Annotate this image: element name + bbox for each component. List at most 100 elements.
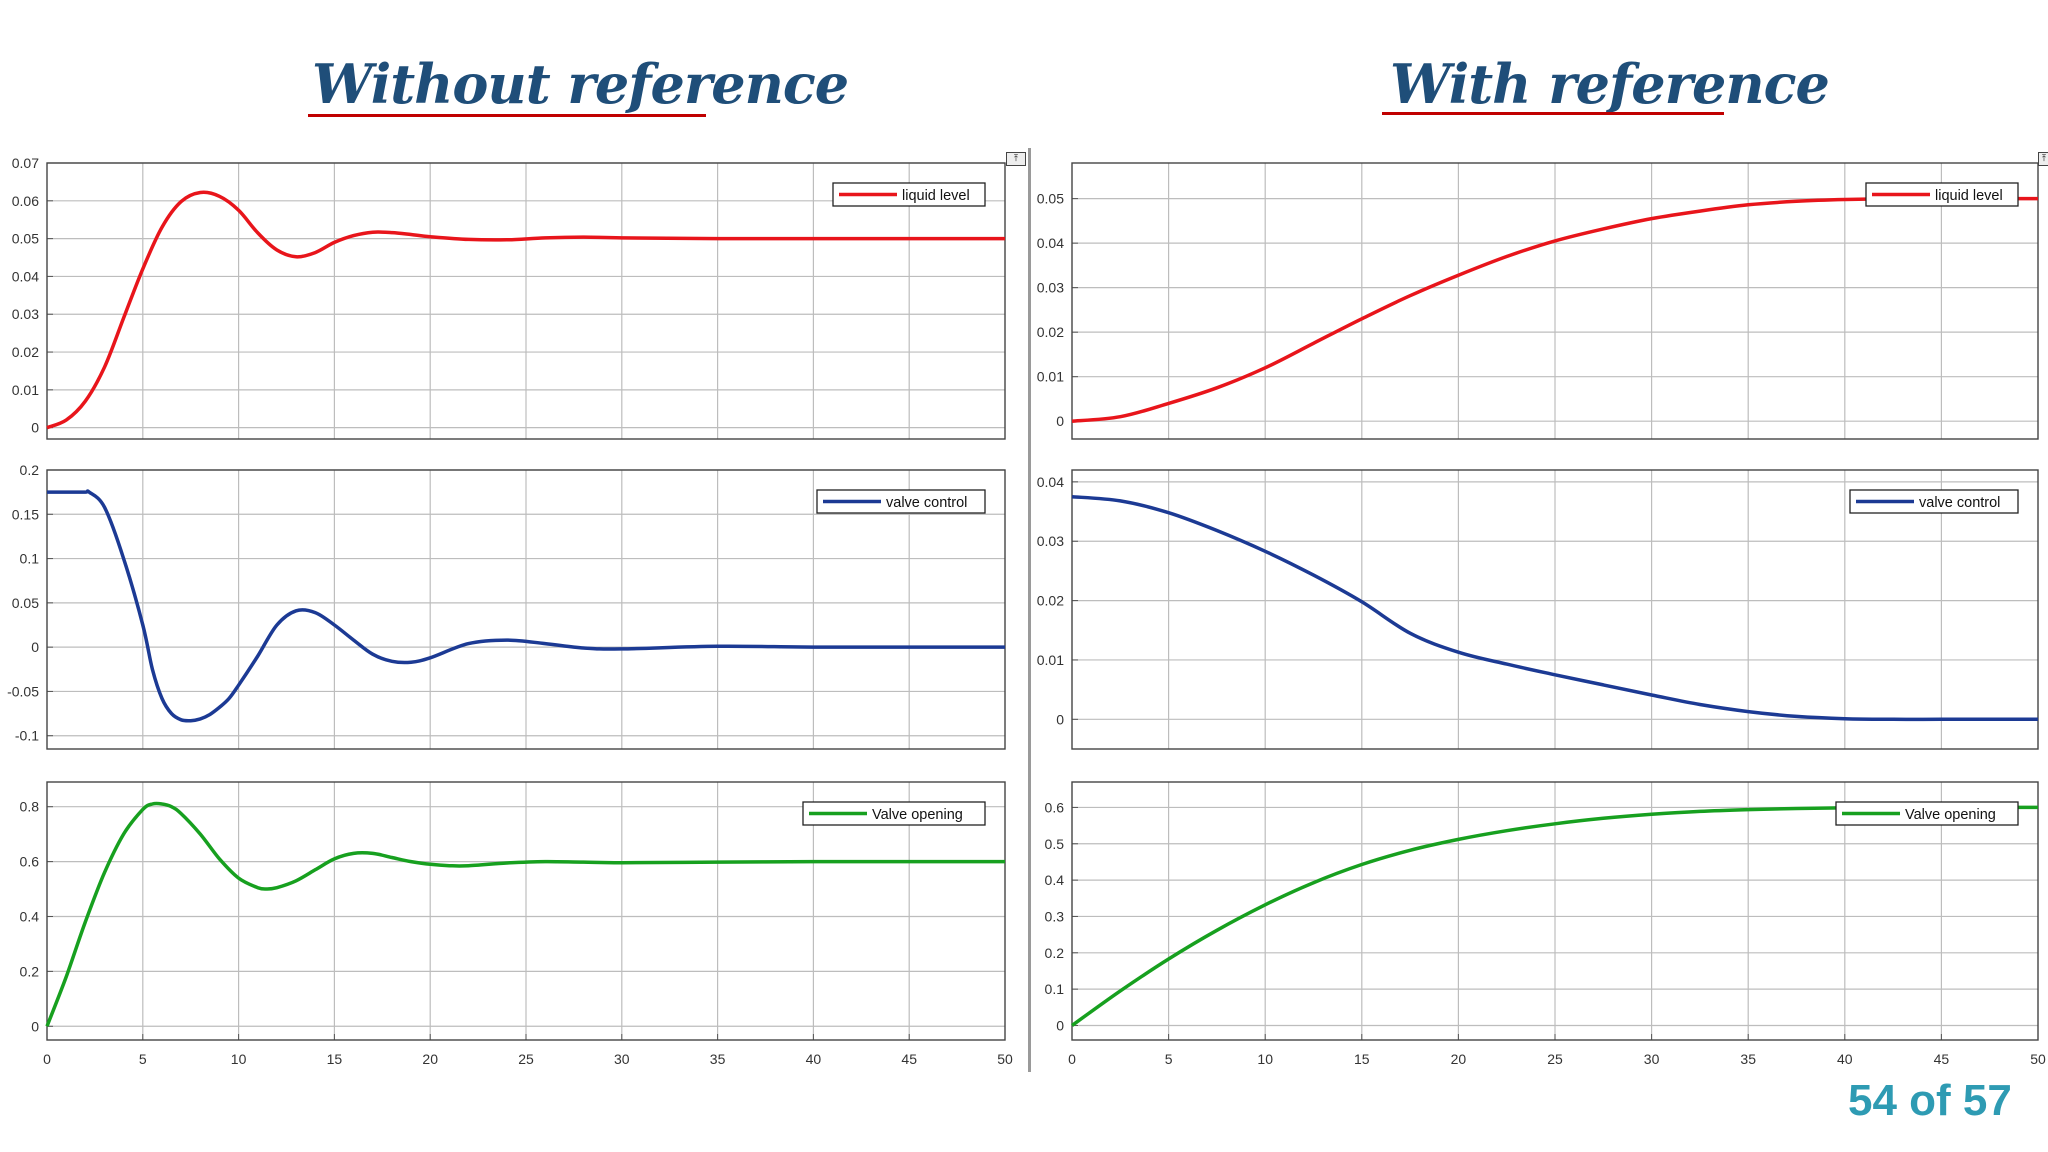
legend-label: Valve opening: [872, 807, 963, 823]
scope-restore-icon-right[interactable]: ⤒: [2038, 152, 2048, 166]
legend-box: [802, 801, 986, 826]
y-tick-label: 0.05: [12, 231, 39, 247]
y-tick-label: 0.2: [1045, 945, 1065, 961]
y-tick-label: 0.04: [1037, 474, 1064, 490]
without-reference-underline: [308, 114, 706, 117]
y-tick-label: 0.05: [1037, 191, 1064, 207]
y-tick-label: 0.07: [12, 155, 39, 171]
plot-frame: [1071, 162, 2039, 440]
legend: liquid level: [1865, 182, 2019, 207]
x-tick-label: 50: [997, 1051, 1013, 1067]
legend-label: valve control: [1919, 495, 2000, 511]
legend: valve control: [816, 489, 986, 514]
y-tick-label: 0.06: [12, 193, 39, 209]
with-reference-underline: [1382, 112, 1724, 115]
x-tick-label: 30: [614, 1051, 630, 1067]
x-tick-label: 50: [2030, 1051, 2046, 1067]
y-tick-label: 0.8: [20, 799, 40, 815]
x-tick-label: 45: [1934, 1051, 1950, 1067]
x-tick-label: 15: [327, 1051, 343, 1067]
y-tick-label: 0.05: [12, 595, 39, 611]
legend-label: liquid level: [1935, 188, 2003, 204]
without-valve-opening-chart: 0 0.2 0.4 0.6 0.8 0 5 10 15 20 25 30 35 40 45 50 Valve o…: [20, 781, 1013, 1067]
y-tick-label: 0.1: [20, 551, 40, 567]
x-tick-label: 35: [1740, 1051, 1756, 1067]
legend: Valve opening: [802, 801, 986, 826]
legend-label: liquid level: [902, 188, 970, 204]
legend: liquid level: [832, 182, 986, 207]
y-tick-label: 0.02: [1037, 324, 1064, 340]
series-line: [47, 489, 1005, 723]
plot-frame: [46, 781, 1006, 1041]
y-tick-label: 0.15: [12, 506, 39, 522]
x-tick-label: 25: [1547, 1051, 1563, 1067]
y-tick-label: 0.03: [12, 306, 39, 322]
y-tick-label: 0: [1056, 413, 1064, 429]
series-line: [1071, 494, 2038, 722]
y-tick-label: -0.05: [7, 683, 39, 699]
with-reference-heading: With reference: [1390, 52, 1830, 116]
y-tick-label: 0: [1056, 1017, 1064, 1033]
x-tick-label: 0: [1068, 1051, 1076, 1067]
x-tick-label: 10: [231, 1051, 247, 1067]
x-tick-label: 5: [139, 1051, 147, 1067]
x-tick-label: 10: [1257, 1051, 1273, 1067]
series-line: [46, 190, 1005, 430]
legend: Valve opening: [1835, 801, 2019, 826]
x-tick-label: 35: [710, 1051, 726, 1067]
legend: valve control: [1849, 489, 2019, 514]
y-tick-label: 0.4: [20, 908, 40, 924]
legend-box: [1865, 182, 2019, 207]
y-tick-label: 0: [31, 1018, 39, 1034]
without-reference-heading: Without reference: [312, 52, 849, 116]
y-tick-label: -0.1: [15, 728, 39, 744]
panel-divider: [1028, 148, 1031, 1072]
without-valve-control-chart: -0.1 -0.05 0 0.05 0.1 0.15 0.2 valve control: [7, 462, 1006, 750]
y-tick-label: 0.4: [1045, 872, 1065, 888]
y-tick-label: 0.01: [12, 382, 39, 398]
with-valve-control-chart: 0 0.01 0.02 0.03 0.04 valve control: [1037, 469, 2039, 750]
y-tick-label: 0.04: [12, 268, 39, 284]
legend-box: [1835, 801, 2019, 826]
y-tick-label: 0.5: [1045, 836, 1065, 852]
y-tick-label: 0.04: [1037, 235, 1064, 251]
legend-box: [1849, 489, 2019, 514]
y-tick-label: 0.2: [20, 462, 40, 478]
plot-frame: [46, 469, 1006, 750]
x-tick-label: 45: [901, 1051, 917, 1067]
y-tick-label: 0.3: [1045, 908, 1065, 924]
y-tick-label: 0.02: [1037, 593, 1064, 609]
legend-label: valve control: [886, 495, 967, 511]
y-tick-label: 0.01: [1037, 369, 1064, 385]
legend-box: [832, 182, 986, 207]
x-tick-label: 30: [1644, 1051, 1660, 1067]
y-tick-label: 0.03: [1037, 280, 1064, 296]
y-tick-label: 0.01: [1037, 652, 1064, 668]
scope-restore-icon-left[interactable]: ⤒: [1006, 152, 1026, 166]
x-tick-label: 5: [1165, 1051, 1173, 1067]
plot-frame: [1071, 781, 2039, 1041]
x-tick-label: 20: [422, 1051, 438, 1067]
x-tick-label: 0: [43, 1051, 51, 1067]
y-tick-label: 0.02: [12, 344, 39, 360]
y-tick-label: 0.2: [20, 963, 40, 979]
y-tick-label: 0: [31, 420, 39, 436]
plot-frame: [1071, 469, 2039, 750]
y-tick-label: 0.6: [20, 854, 40, 870]
page-number: 54 of 57: [1848, 1076, 2012, 1125]
with-liquid-level-chart: 0 0.01 0.02 0.03 0.04 0.05 liquid level: [1037, 162, 2039, 440]
x-tick-label: 40: [1837, 1051, 1853, 1067]
y-tick-label: 0: [1056, 711, 1064, 727]
series-line: [45, 801, 1005, 1027]
legend-label: Valve opening: [1905, 807, 1996, 823]
x-tick-label: 25: [518, 1051, 534, 1067]
legend-box: [816, 489, 986, 514]
plot-frame: [46, 162, 1006, 440]
x-tick-label: 40: [806, 1051, 822, 1067]
with-valve-opening-chart: 0 0.1 0.2 0.3 0.4 0.5 0.6 0 5 10 15 20 25 30 35 40 45 50 V…: [1045, 781, 2046, 1067]
x-tick-label: 20: [1451, 1051, 1467, 1067]
y-tick-label: 0.1: [1045, 981, 1065, 997]
without-liquid-level-chart: 0 0.01 0.02 0.03 0.04 0.05 0.06 0.07 liquid leve…: [12, 155, 1006, 440]
y-tick-label: 0: [31, 639, 39, 655]
